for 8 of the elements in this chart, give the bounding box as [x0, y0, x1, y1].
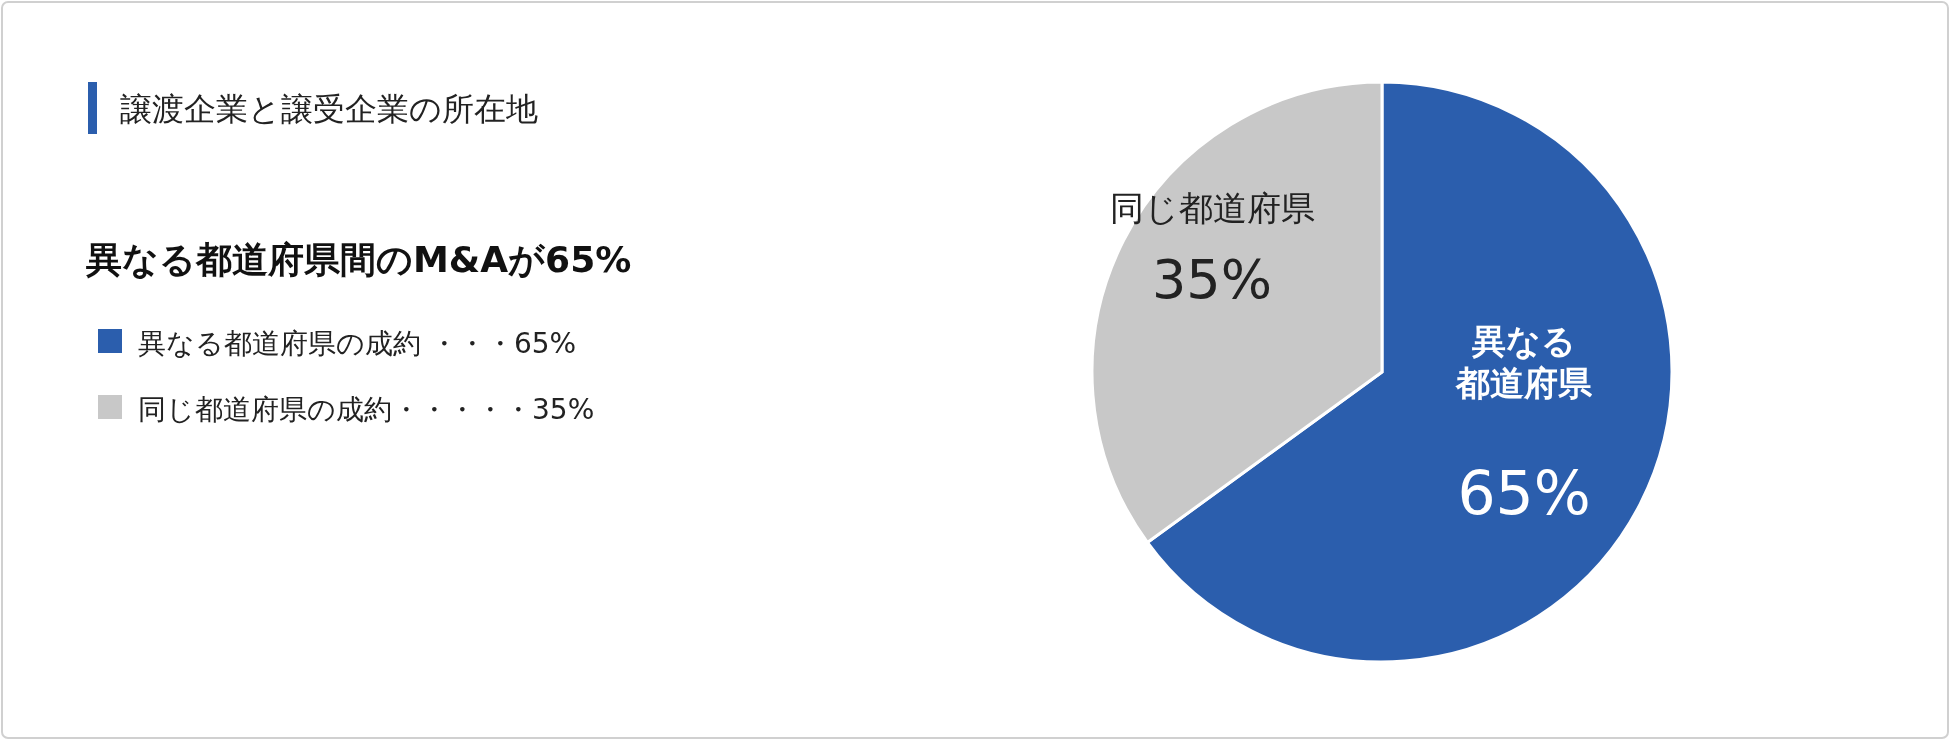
slice-label: 異なる都道府県 — [1455, 321, 1594, 404]
slice-label: 同じ都道府県 — [1109, 187, 1315, 228]
text: 譲渡企業と譲受企業の所在地 — [120, 90, 538, 128]
text: 異なる都道府県の成約 ・・・65% — [138, 327, 577, 360]
data-label: 65% — [1457, 458, 1591, 529]
text: 同じ都道府県の成約・・・・・35% — [138, 393, 595, 426]
text: 異なる都道府県間のM&Aが65% — [86, 239, 632, 280]
data-label: 35% — [1151, 247, 1273, 311]
